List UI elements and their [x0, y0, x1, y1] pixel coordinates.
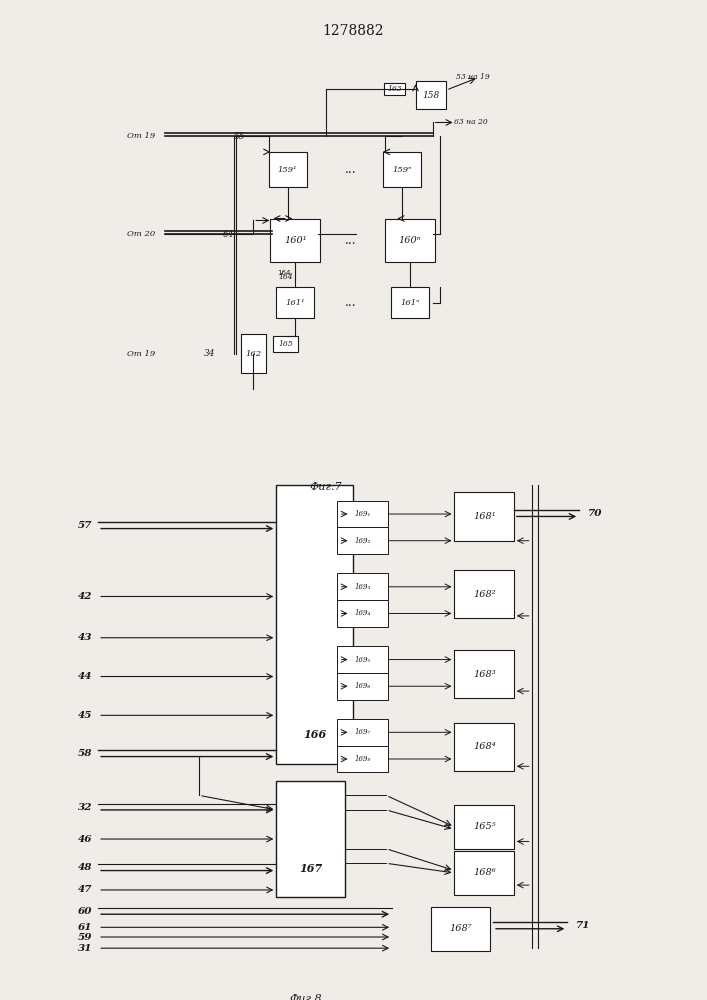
Text: 31: 31	[78, 944, 92, 953]
Text: 46: 46	[78, 835, 92, 844]
Text: 159ⁿ: 159ⁿ	[392, 166, 412, 174]
Text: ...: ...	[345, 296, 356, 309]
Text: От 20: От 20	[127, 230, 156, 238]
Bar	[337, 746, 387, 772]
Bar	[455, 492, 514, 541]
Text: 164: 164	[279, 273, 293, 281]
Bar	[455, 851, 514, 895]
Text: 71: 71	[576, 921, 591, 930]
Text: 168²: 168²	[473, 590, 496, 599]
Bar	[269, 152, 307, 187]
Text: 169₇: 169₇	[354, 728, 370, 736]
Text: 161ⁿ: 161ⁿ	[400, 299, 419, 307]
Text: 55: 55	[234, 132, 245, 141]
Bar	[337, 646, 387, 673]
Text: ...: ...	[345, 234, 356, 247]
Text: От 19: От 19	[127, 350, 156, 358]
Text: 165⁵: 165⁵	[473, 822, 496, 831]
Text: 158: 158	[422, 91, 439, 100]
Text: 167: 167	[299, 863, 322, 874]
Text: От 19: От 19	[127, 132, 156, 140]
Text: 70: 70	[588, 509, 602, 518]
Text: 169₈: 169₈	[354, 755, 370, 763]
Text: 60: 60	[78, 907, 92, 916]
Text: 169₆: 169₆	[354, 682, 370, 690]
Text: 164: 164	[277, 270, 291, 276]
Bar	[276, 287, 315, 318]
Text: 58: 58	[78, 749, 92, 758]
Bar	[455, 723, 514, 771]
Text: 53 на 19: 53 на 19	[455, 73, 489, 81]
Text: Фиг.7: Фиг.7	[310, 482, 342, 492]
Text: 44: 44	[78, 672, 92, 681]
Text: 168⁶: 168⁶	[473, 868, 496, 877]
Text: 169₂: 169₂	[354, 537, 370, 545]
Bar	[270, 219, 320, 262]
Text: 47: 47	[78, 885, 92, 894]
Text: 160ⁿ: 160ⁿ	[399, 236, 421, 245]
Bar	[337, 527, 387, 554]
Bar	[241, 334, 266, 373]
Text: 43: 43	[78, 633, 92, 642]
Text: 57: 57	[78, 521, 92, 530]
Bar	[337, 719, 387, 746]
Bar	[274, 336, 298, 352]
Text: 163: 163	[387, 85, 402, 93]
Bar	[276, 485, 354, 764]
Bar	[455, 570, 514, 618]
Bar	[416, 81, 446, 109]
Text: 166: 166	[303, 729, 327, 740]
Text: 165: 165	[279, 340, 293, 348]
Text: 159¹: 159¹	[278, 166, 298, 174]
Bar	[337, 600, 387, 627]
Bar	[431, 907, 490, 951]
Bar	[385, 219, 435, 262]
Text: 64: 64	[223, 230, 234, 239]
Text: 48: 48	[78, 863, 92, 872]
Text: 63 на 20: 63 на 20	[454, 118, 487, 126]
Text: 160¹: 160¹	[284, 236, 307, 245]
Bar	[455, 805, 514, 849]
Text: 162: 162	[245, 350, 262, 358]
Text: 34: 34	[204, 349, 215, 358]
Text: Фиг.8: Фиг.8	[290, 994, 322, 1000]
Text: 32: 32	[78, 803, 92, 812]
Bar	[276, 781, 344, 897]
Bar	[337, 501, 387, 527]
Text: 168⁷: 168⁷	[449, 924, 472, 933]
Bar	[337, 673, 387, 700]
Text: 61: 61	[78, 923, 92, 932]
Text: 161¹: 161¹	[286, 299, 305, 307]
Text: 168⁴: 168⁴	[473, 742, 496, 751]
Text: 169₃: 169₃	[354, 583, 370, 591]
Bar	[391, 287, 429, 318]
Text: 45: 45	[78, 711, 92, 720]
Text: 59: 59	[78, 933, 92, 942]
Text: 168³: 168³	[473, 670, 496, 679]
Text: 169₄: 169₄	[354, 609, 370, 617]
Text: 168¹: 168¹	[473, 512, 496, 521]
Text: 169₅: 169₅	[354, 656, 370, 664]
Bar	[455, 650, 514, 698]
Text: 1278882: 1278882	[323, 24, 384, 38]
Bar	[384, 83, 405, 95]
Text: ...: ...	[345, 163, 356, 176]
Bar	[383, 152, 421, 187]
Text: 169₁: 169₁	[354, 510, 370, 518]
Text: 42: 42	[78, 592, 92, 601]
Bar	[337, 573, 387, 600]
